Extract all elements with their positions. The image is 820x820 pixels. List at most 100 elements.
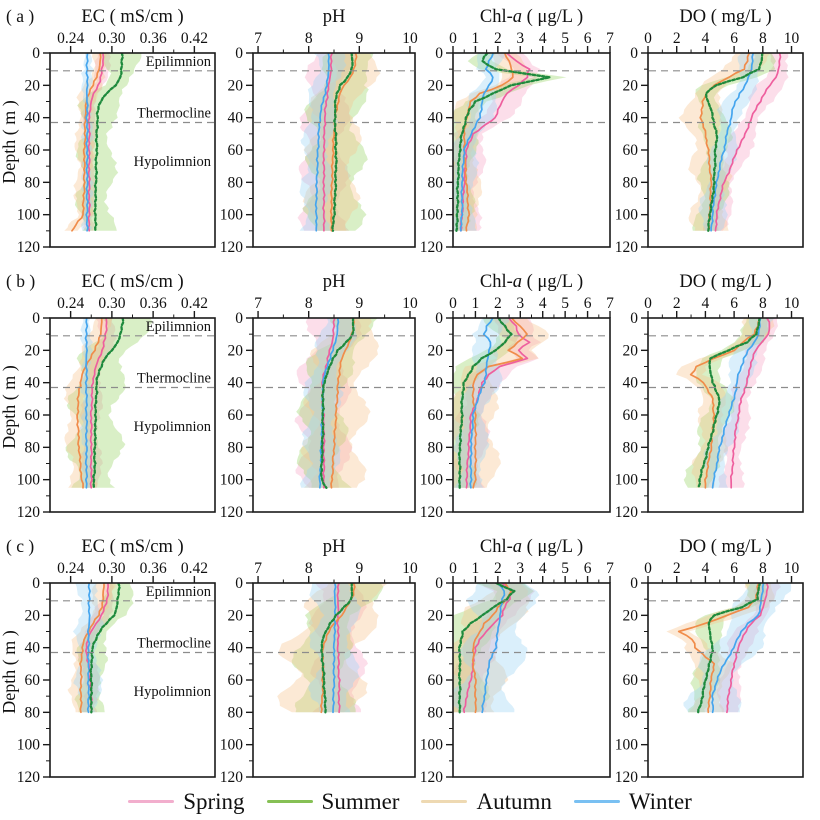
line-winter xyxy=(331,583,337,714)
x-tick-label: 3 xyxy=(516,30,524,47)
line-winter xyxy=(86,583,91,714)
profile-lines xyxy=(457,583,516,714)
profile-lines xyxy=(76,318,125,489)
y-tick-label: 40 xyxy=(623,640,639,657)
band-summer xyxy=(453,53,567,231)
y-tick-label: 80 xyxy=(25,439,41,456)
x-tick-label: 10 xyxy=(784,30,800,47)
x-axis: 7 8 9 10 xyxy=(254,560,418,583)
line-autumn xyxy=(329,53,358,232)
y-tick-label: 60 xyxy=(428,407,444,424)
line-summer xyxy=(89,583,121,714)
line-spring xyxy=(714,53,782,232)
y-axis: 0 20 40 60 80 100 120 xyxy=(615,575,648,783)
y-tick-label: 80 xyxy=(428,439,444,456)
uncertainty-bands xyxy=(297,53,381,231)
y-tick-label: 20 xyxy=(25,77,41,94)
legend-label-summer: Summer xyxy=(321,788,400,814)
y-tick-label: 20 xyxy=(623,342,639,359)
band-summer xyxy=(453,318,522,488)
zone-label-thermocline: Thermocline xyxy=(137,106,211,122)
y-tick-label: 120 xyxy=(420,769,444,783)
panel-title: Chl-a ( μg/L ) xyxy=(480,537,583,557)
x-tick-label: 2 xyxy=(494,30,502,47)
plot-box xyxy=(49,52,216,248)
x-tick-label: 4 xyxy=(702,30,710,47)
panel-title: Chl-a ( μg/L ) xyxy=(480,272,583,292)
y-tick-label: 60 xyxy=(25,142,41,159)
y-axis-title: Depth ( m ) xyxy=(0,100,20,183)
x-tick-label: 9 xyxy=(355,560,363,577)
line-summer xyxy=(319,318,355,489)
zone-label-epilimnion: Epilimnion xyxy=(146,319,212,335)
y-tick-label: 20 xyxy=(25,342,41,359)
x-tick-label: 7 xyxy=(254,295,262,312)
y-tick-label: 60 xyxy=(428,142,444,159)
x-tick-label: 10 xyxy=(784,295,800,312)
y-tick-label: 20 xyxy=(228,77,244,94)
uncertainty-bands xyxy=(67,583,134,713)
y-tick-label: 100 xyxy=(17,472,41,489)
profile-lines xyxy=(689,318,771,489)
y-tick-label: 120 xyxy=(220,239,244,256)
y-tick-label: 100 xyxy=(17,737,41,754)
y-tick-label: 100 xyxy=(420,207,444,224)
y-tick-label: 100 xyxy=(220,472,244,489)
band-spring xyxy=(716,583,781,713)
legend: Spring Summer Autumn Winter xyxy=(0,783,820,820)
band-spring xyxy=(718,318,778,488)
y-tick-label: 120 xyxy=(615,504,639,521)
zone-label-epilimnion: Epilimnion xyxy=(146,584,212,600)
profile-lines xyxy=(71,53,124,232)
band-autumn xyxy=(302,53,381,231)
y-axis: 0 20 40 60 80 100 120 xyxy=(17,45,50,256)
y-tick-label: 80 xyxy=(623,439,639,456)
y-tick-label: 60 xyxy=(623,142,639,159)
x-tick-label: 6 xyxy=(730,560,738,577)
band-summer xyxy=(302,53,374,231)
band-summer xyxy=(65,318,153,488)
band-summer xyxy=(296,318,378,488)
x-tick-label: 2 xyxy=(673,560,681,577)
line-summer xyxy=(93,53,124,232)
x-tick-label: 0.42 xyxy=(181,560,208,577)
row-letter-label: ( a ) xyxy=(6,6,34,26)
y-tick-label: 80 xyxy=(228,704,244,721)
legend-item-autumn: Autumn xyxy=(421,789,552,815)
x-tick-label: 6 xyxy=(584,560,592,577)
line-autumn xyxy=(689,318,762,489)
y-tick-label: 40 xyxy=(228,640,244,657)
band-spring xyxy=(453,53,541,231)
x-tick-label: 5 xyxy=(561,295,569,312)
x-tick-label: 9 xyxy=(355,295,363,312)
x-tick-label: 8 xyxy=(759,295,767,312)
band-winter xyxy=(300,318,357,488)
y-tick-label: 80 xyxy=(228,174,244,191)
y-tick-label: 40 xyxy=(25,640,41,657)
y-tick-label: 60 xyxy=(25,407,41,424)
y-tick-label: 100 xyxy=(420,472,444,489)
x-tick-label: 8 xyxy=(305,295,313,312)
y-tick-label: 80 xyxy=(428,704,444,721)
band-spring xyxy=(297,53,359,231)
y-tick-label: 0 xyxy=(435,575,443,592)
x-tick-label: 0.24 xyxy=(57,560,84,577)
profile-lines xyxy=(455,53,552,232)
x-tick-label: 0.36 xyxy=(140,560,167,577)
line-autumn xyxy=(330,318,355,489)
line-autumn xyxy=(471,583,512,714)
x-axis: 0.24 0.30 0.36 0.42 xyxy=(57,30,208,53)
y-tick-label: 20 xyxy=(228,607,244,624)
line-winter xyxy=(318,318,340,489)
x-tick-label: 4 xyxy=(539,30,547,47)
y-tick-label: 0 xyxy=(32,45,40,62)
y-axis: 0 20 40 60 80 100 120 xyxy=(17,310,50,521)
line-winter xyxy=(459,53,495,232)
x-tick-label: 4 xyxy=(702,560,710,577)
line-summer xyxy=(92,318,125,489)
